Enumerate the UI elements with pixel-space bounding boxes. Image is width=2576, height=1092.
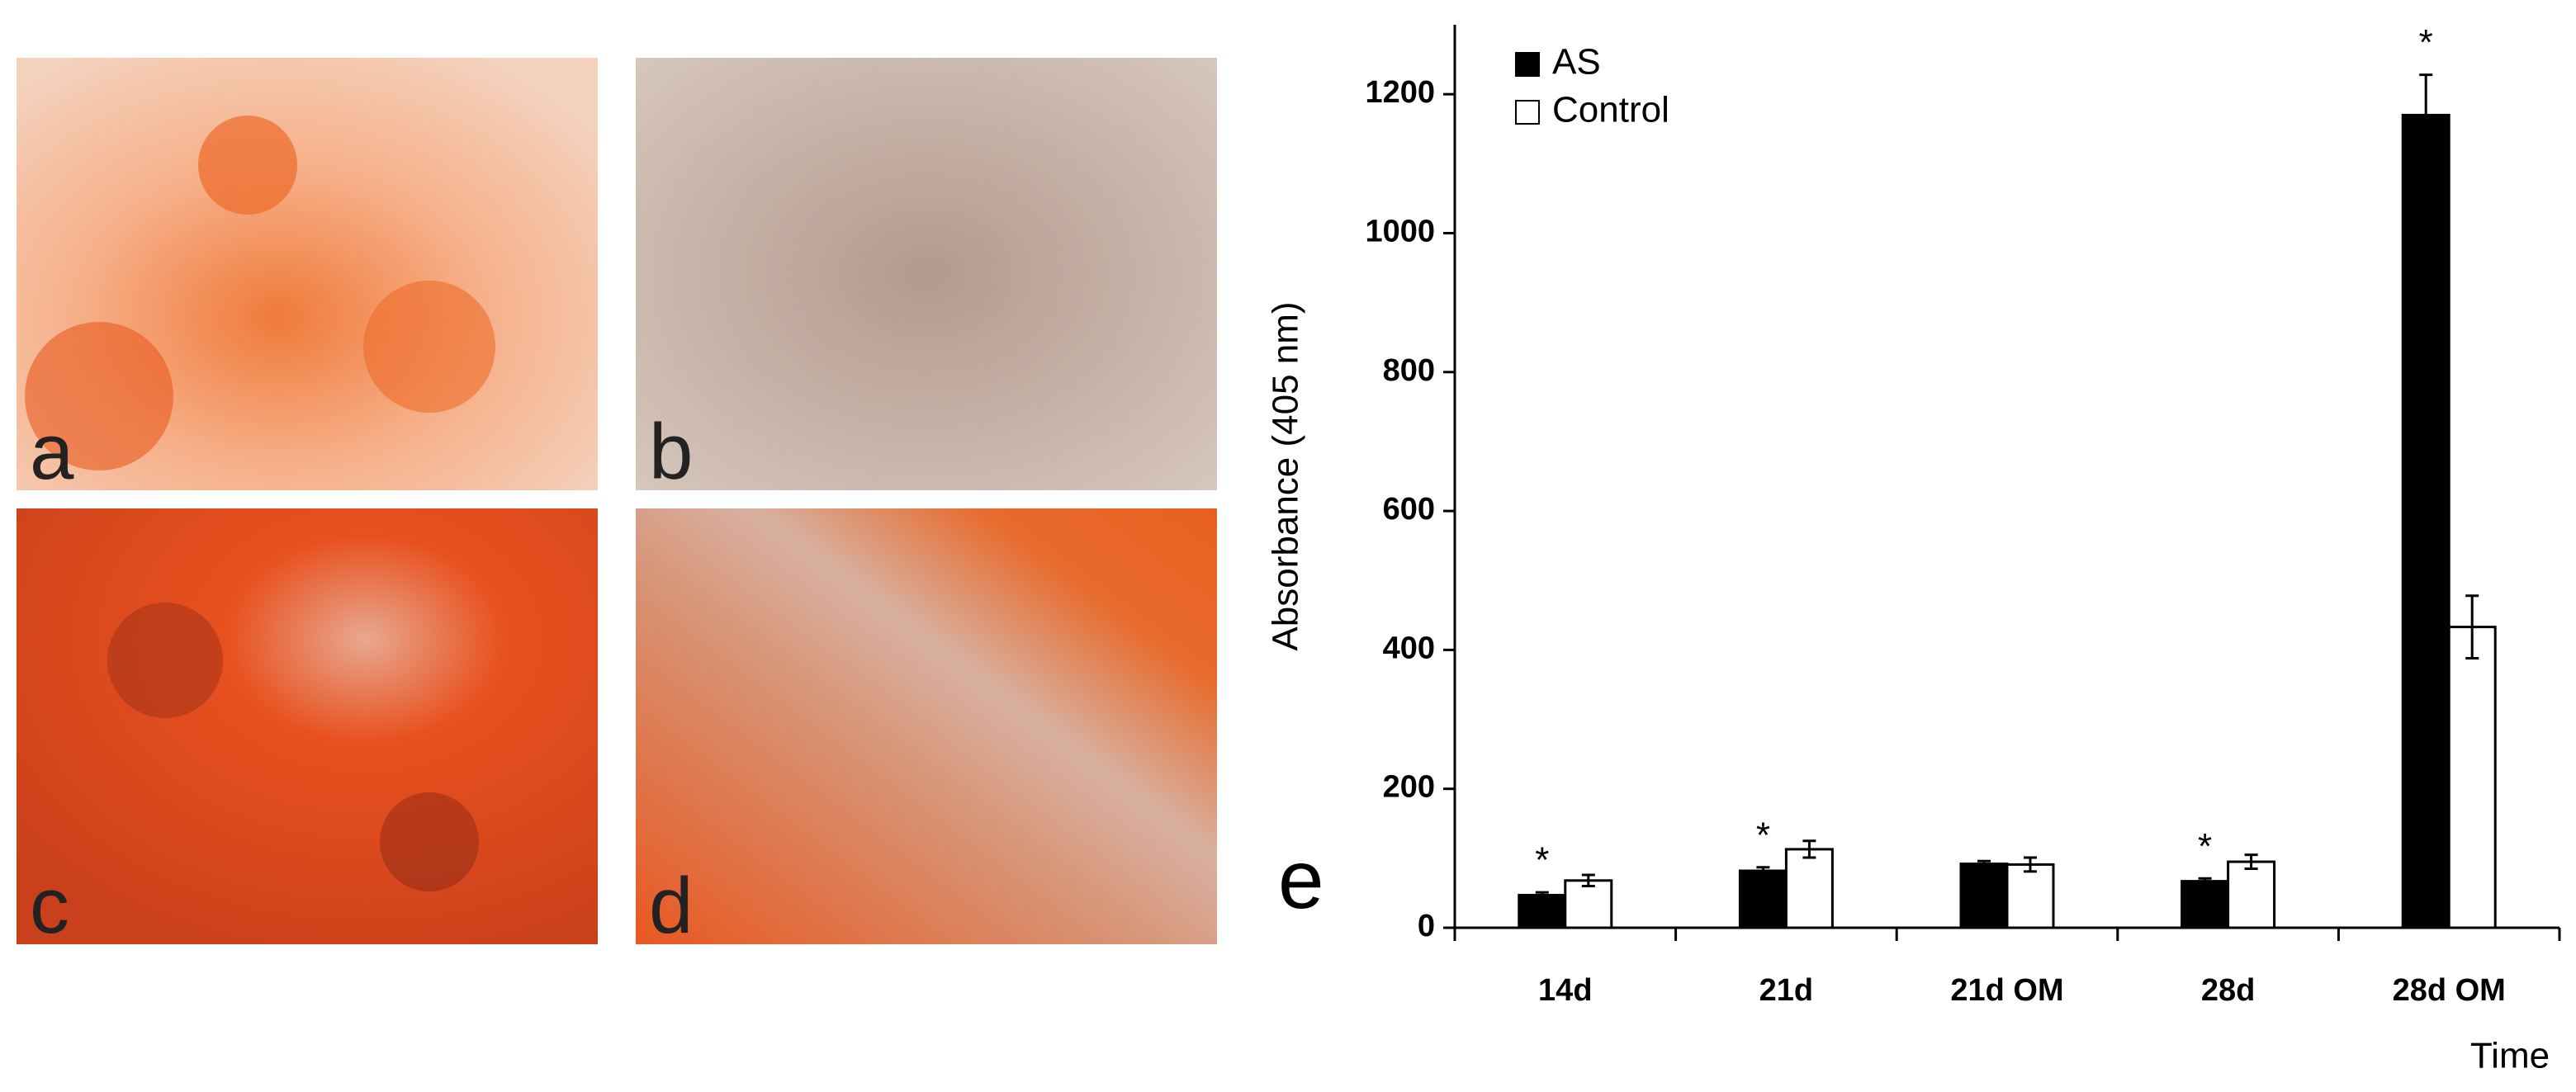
panel-label: a xyxy=(30,408,74,496)
annotation: * xyxy=(2419,22,2433,63)
micrograph-c: c xyxy=(17,508,598,950)
error-bar xyxy=(1535,891,1549,900)
error-bar xyxy=(1802,839,1816,859)
y-axis-label: Absorbance (405 nm) xyxy=(1266,301,1306,650)
legend-label: Control xyxy=(1552,90,1669,130)
micrograph-a: a xyxy=(17,58,598,496)
x-tick-label: 14d xyxy=(1538,973,1592,1008)
panel-label: b xyxy=(649,408,693,496)
legend-label: AS xyxy=(1552,42,1601,83)
micrograph-b: b xyxy=(636,58,1217,496)
bar xyxy=(1784,848,1834,929)
error-bar xyxy=(2198,877,2212,886)
error-bar xyxy=(2419,73,2433,157)
error-bar xyxy=(1756,866,1770,876)
bar xyxy=(1518,893,1567,929)
panel-label: c xyxy=(30,862,69,950)
error-bar xyxy=(2244,853,2258,870)
bar xyxy=(2401,113,2451,929)
bar xyxy=(1738,869,1788,929)
y-tick-label: 400 xyxy=(1383,631,1435,665)
panel-label: d xyxy=(649,862,693,950)
annotation: * xyxy=(2198,826,2212,867)
bar xyxy=(1564,879,1613,929)
bar xyxy=(2447,626,2497,929)
x-tick-label: 28d OM xyxy=(2393,973,2506,1008)
bar xyxy=(2005,863,2055,929)
error-bar xyxy=(1977,859,1991,868)
x-tick-label: 21d xyxy=(1759,973,1813,1008)
y-tick-label: 200 xyxy=(1383,770,1435,805)
legend-swatch xyxy=(1515,52,1540,77)
annotation: * xyxy=(1535,840,1549,881)
error-bar xyxy=(2465,594,2479,659)
annotation: * xyxy=(1756,815,1770,855)
bar xyxy=(1959,863,2009,929)
bar xyxy=(2181,880,2230,929)
panel-label: e xyxy=(1278,834,1324,926)
y-tick-label: 0 xyxy=(1418,909,1435,943)
y-tick-label: 1000 xyxy=(1365,214,1435,248)
bar xyxy=(2227,860,2276,929)
legend-swatch xyxy=(1515,100,1540,125)
y-tick-label: 1200 xyxy=(1365,75,1435,110)
y-tick-label: 600 xyxy=(1383,492,1435,527)
error-bar xyxy=(1581,873,1595,888)
x-tick-label: 28d xyxy=(2201,973,2255,1008)
x-tick-label: 21d OM xyxy=(1950,973,2063,1008)
error-bar xyxy=(2024,856,2037,873)
x-axis-label: Time xyxy=(2470,1036,2550,1076)
y-tick-label: 800 xyxy=(1383,353,1435,388)
micrograph-d: d xyxy=(636,508,1217,950)
